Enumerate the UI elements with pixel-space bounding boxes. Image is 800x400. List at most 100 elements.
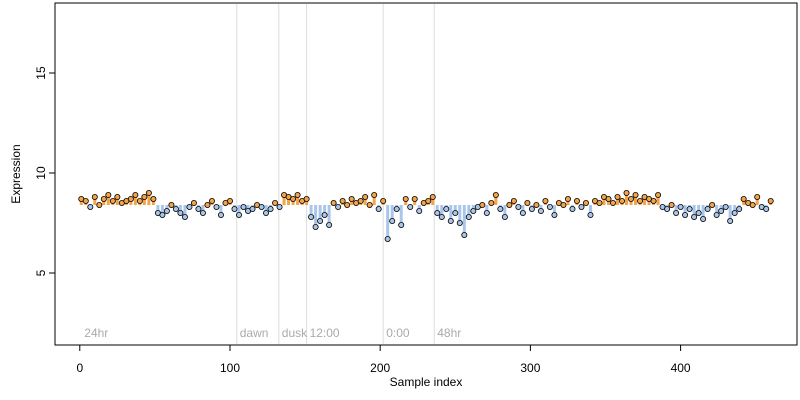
phase-label: 12:00 [310,326,340,340]
point [510,197,517,204]
point [551,211,558,218]
point [312,223,319,230]
point [754,193,761,200]
point [664,205,671,212]
point [240,203,247,210]
point [727,217,734,224]
point [109,197,116,204]
point [582,199,589,206]
point [96,201,103,208]
phase-label: 0:00 [386,326,410,340]
point [199,209,206,216]
point [456,219,463,226]
y-tick-label: 10 [34,166,48,180]
point [267,205,274,212]
point [231,205,238,212]
y-tick-label: 5 [34,269,48,276]
point [141,193,148,200]
point [249,205,256,212]
point [524,199,531,206]
point [560,201,567,208]
point [177,209,184,216]
x-tick-label: 200 [370,361,390,375]
point [686,205,693,212]
point [195,205,202,212]
x-axis-label: Sample index [390,375,463,389]
point [357,197,364,204]
point [763,205,770,212]
point [190,199,197,206]
x-tick-label: 0 [76,361,83,375]
point [389,217,396,224]
x-tick-label: 100 [220,361,240,375]
point [709,201,716,208]
point [619,197,626,204]
point [447,217,454,224]
point [731,209,738,216]
point [677,203,684,210]
point [587,211,594,218]
point [87,203,94,210]
point [528,205,535,212]
point [150,195,157,202]
point [637,197,644,204]
y-tick-label: 15 [34,66,48,80]
point [213,203,220,210]
point [127,195,134,202]
point [294,191,301,198]
point [172,205,179,212]
point [145,189,152,196]
point [272,199,279,206]
point [411,195,418,202]
point [393,205,400,212]
point [610,199,617,206]
point [569,205,576,212]
point [136,197,143,204]
point [497,205,504,212]
point [416,207,423,214]
phase-label: dawn [240,326,269,340]
point [402,195,409,202]
point [348,195,355,202]
point [537,207,544,214]
x-tick-label: 300 [520,361,540,375]
point [276,203,283,210]
point [114,193,121,200]
point [335,203,342,210]
point [623,189,630,196]
point [632,191,639,198]
point [564,195,571,202]
point [132,191,139,198]
point [258,203,265,210]
point [384,235,391,242]
point [465,213,472,220]
point [380,197,387,204]
point [542,197,549,204]
point [605,195,612,202]
point [235,211,242,218]
point [483,209,490,216]
point [82,197,89,204]
point [515,203,522,210]
point [488,199,495,206]
point [375,205,382,212]
point [208,197,215,204]
point [330,199,337,206]
y-axis-label: Expression [9,144,23,203]
point [650,197,657,204]
point [204,201,211,208]
point [407,203,414,210]
point [691,213,698,220]
point [217,211,224,218]
point [326,221,333,228]
point [443,205,450,212]
point [740,195,747,202]
point [429,193,436,200]
point [438,213,445,220]
point [181,213,188,220]
point [308,213,315,220]
point [655,191,662,198]
point [519,209,526,216]
point [713,211,720,218]
phase-label: 48hr [437,326,461,340]
